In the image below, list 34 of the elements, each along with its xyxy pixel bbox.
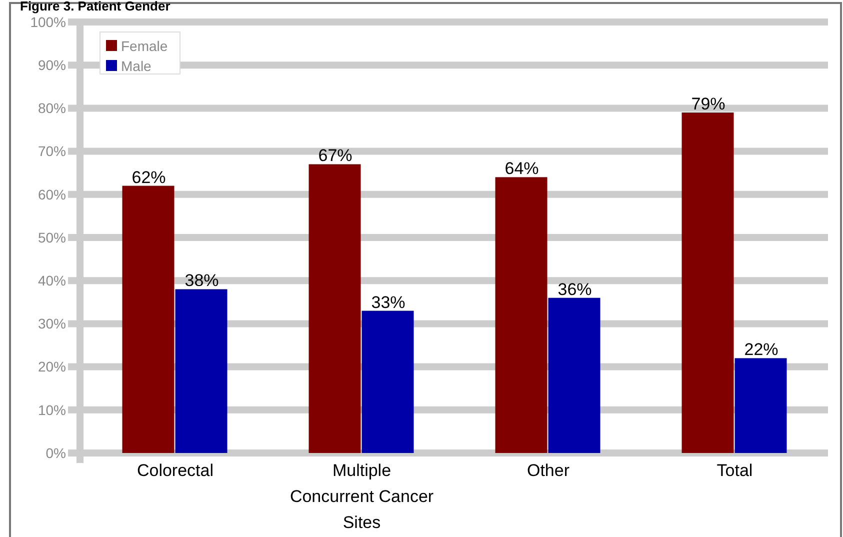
y-tick-label: 50% <box>38 229 66 246</box>
y-tick-label: 70% <box>38 143 66 160</box>
data-label: 38% <box>184 271 219 290</box>
data-label: 64% <box>504 159 539 178</box>
x-tick-label: Total <box>716 461 753 480</box>
bar <box>682 112 734 453</box>
bar <box>362 310 414 453</box>
y-tick-label: 20% <box>38 358 66 375</box>
bar <box>175 289 228 453</box>
data-label: 36% <box>558 280 592 299</box>
y-tick-label: 100% <box>30 14 66 30</box>
data-label: 67% <box>318 146 352 166</box>
legend-label: Female <box>121 38 168 54</box>
data-label: 79% <box>691 94 726 114</box>
x-tick-label: Other <box>526 461 570 480</box>
y-tick-label: 30% <box>38 316 66 332</box>
y-tick-label: 90% <box>38 57 66 73</box>
bar <box>734 358 787 453</box>
bar <box>308 164 361 453</box>
legend-label: Male <box>121 58 152 74</box>
y-tick-label: 0% <box>46 444 66 461</box>
y-tick-label: 40% <box>38 272 66 288</box>
y-tick-label: 80% <box>38 100 66 116</box>
y-tick-label: 10% <box>38 402 66 418</box>
x-tick-label: Multiple Concurrent Cancer Sites <box>290 461 434 532</box>
data-label: 62% <box>132 168 166 187</box>
data-label: 33% <box>371 292 406 312</box>
y-tick-label: 60% <box>38 186 66 202</box>
bar <box>548 298 600 453</box>
chart-title: Figure 3. Patient Gender <box>20 0 170 14</box>
data-label: 22% <box>744 340 778 360</box>
bar <box>495 177 548 453</box>
x-tick-label: Colorectal <box>136 461 214 480</box>
bar <box>122 186 174 453</box>
